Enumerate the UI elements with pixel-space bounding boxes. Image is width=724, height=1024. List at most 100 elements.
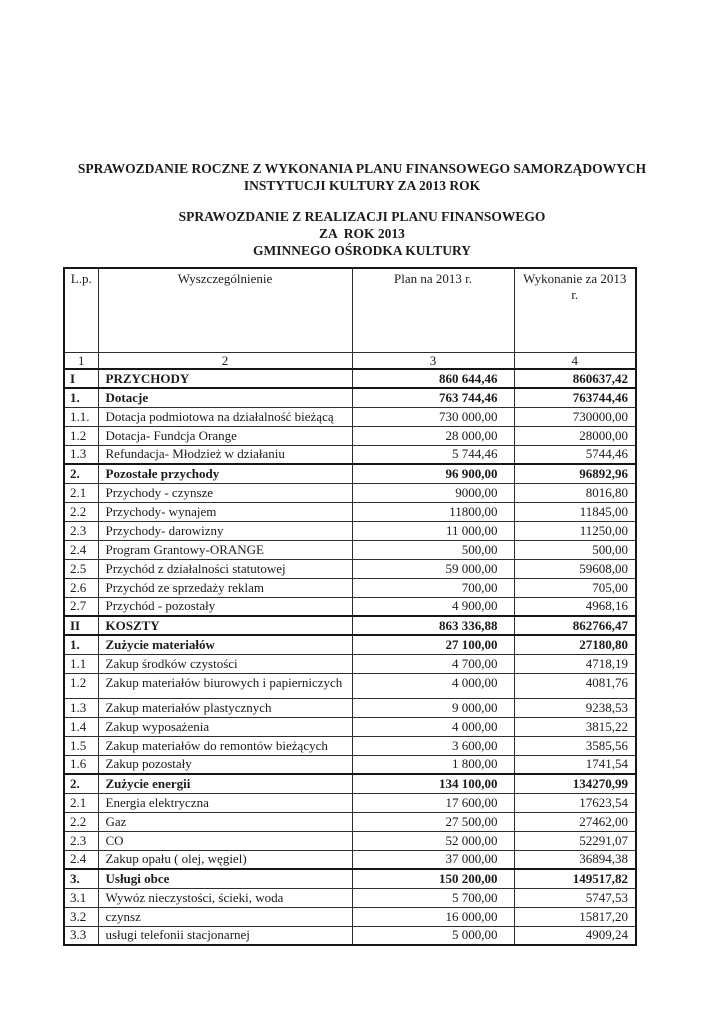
cell-name: Zużycie materiałów bbox=[97, 634, 353, 655]
table-row: 2.6 Przychód ze sprzedaży reklam 700,00 705… bbox=[63, 577, 637, 598]
cell-wykonanie: 1741,54 bbox=[513, 754, 637, 775]
cell-wykonanie: 5744,46 bbox=[513, 444, 637, 465]
cell-name: Przychody- wynajem bbox=[97, 501, 353, 522]
table-row: 1. Dotacje 763 744,46 763744,46 bbox=[63, 387, 637, 408]
cell-wykonanie: 4968,16 bbox=[513, 596, 637, 617]
cell-lp: 2.3 bbox=[63, 520, 99, 541]
cell-wykonanie: 11250,00 bbox=[513, 520, 637, 541]
table-row: 1.6 Zakup pozostały 1 800,00 1741,54 bbox=[63, 754, 637, 775]
table-row: 2.2 Przychody- wynajem 11800,00 11845,00 bbox=[63, 501, 637, 522]
cell-lp: 2.3 bbox=[63, 830, 99, 851]
table-header: L.p. Wyszczególnienie Plan na 2013 r. Wy… bbox=[63, 267, 637, 353]
cell-name: Program Grantowy-ORANGE bbox=[97, 539, 353, 560]
table-row: 2.5 Przychód z działalności statutowej 59 … bbox=[63, 558, 637, 579]
cell-plan: 9 000,00 bbox=[351, 697, 515, 718]
cell-lp: 1.1 bbox=[63, 653, 99, 674]
cell-wykonanie: 17623,54 bbox=[513, 792, 637, 813]
cell-plan: 5 744,46 bbox=[351, 444, 515, 465]
table-header-row: L.p. Wyszczególnienie Plan na 2013 r. Wy… bbox=[63, 267, 637, 353]
cell-lp: 1.6 bbox=[63, 754, 99, 775]
column-number: 4 bbox=[513, 351, 637, 370]
cell-wykonanie: 763744,46 bbox=[513, 387, 637, 408]
cell-name: Pozostałe przychody bbox=[97, 463, 353, 484]
report-subtitle-line1: SPRAWOZDANIE Z REALIZACJI PLANU FINANSOW… bbox=[178, 209, 546, 224]
cell-lp: 2.4 bbox=[63, 849, 99, 870]
cell-plan: 27 500,00 bbox=[351, 811, 515, 832]
cell-wykonanie: 27180,80 bbox=[513, 634, 637, 655]
cell-plan: 9000,00 bbox=[351, 482, 515, 503]
cell-wykonanie: 4909,24 bbox=[513, 925, 637, 946]
cell-plan: 27 100,00 bbox=[351, 634, 515, 655]
column-numbers-row: 1 2 3 4 bbox=[63, 351, 637, 370]
cell-lp: 3. bbox=[63, 868, 99, 889]
report-title-line1: SPRAWOZDANIE ROCZNE Z WYKONANIA PLANU FI… bbox=[77, 161, 647, 176]
table-row: 1.3 Refundacja- Młodzież w działaniu 5 744… bbox=[63, 444, 637, 465]
table-row: 2.1 Energia elektryczna 17 600,00 17623,54 bbox=[63, 792, 637, 813]
cell-lp: 2. bbox=[63, 773, 99, 794]
cell-name: Zakup opału ( olej, węgiel) bbox=[97, 849, 353, 870]
cell-plan: 763 744,46 bbox=[351, 387, 515, 408]
table-row: 2.2 Gaz 27 500,00 27462,00 bbox=[63, 811, 637, 832]
cell-lp: 3.2 bbox=[63, 906, 99, 927]
cell-wykonanie: 5747,53 bbox=[513, 887, 637, 908]
table-row: 3.2 czynsz 16 000,00 15817,20 bbox=[63, 906, 637, 927]
cell-name: Usługi obce bbox=[97, 868, 353, 889]
table-row: 2.1 Przychody - czynsze 9000,00 8016,80 bbox=[63, 482, 637, 503]
cell-lp: 1.3 bbox=[63, 697, 99, 718]
cell-plan: 1 800,00 bbox=[351, 754, 515, 775]
column-number: 3 bbox=[351, 351, 515, 370]
cell-name: Zakup materiałów biurowych i papierniczy… bbox=[97, 672, 353, 699]
table-row: 1.2 Dotacja- Fundcja Orange 28 000,00 28000… bbox=[63, 425, 637, 446]
cell-plan: 96 900,00 bbox=[351, 463, 515, 484]
cell-plan: 150 200,00 bbox=[351, 868, 515, 889]
table-row: 1.5 Zakup materiałów do remontów bieżącyc… bbox=[63, 735, 637, 756]
cell-wykonanie: 28000,00 bbox=[513, 425, 637, 446]
table-row: 2.4 Program Grantowy-ORANGE 500,00 500,00 bbox=[63, 539, 637, 560]
table-row: 2.3 CO 52 000,00 52291,07 bbox=[63, 830, 637, 851]
cell-lp: 1.2 bbox=[63, 425, 99, 446]
table-row: 1.1. Dotacja podmiotowa na działalność bi… bbox=[63, 406, 637, 427]
column-number: 1 bbox=[63, 351, 99, 370]
report-title-line2: INSTYTUCJI KULTURY ZA 2013 ROK bbox=[243, 178, 481, 193]
cell-name: Refundacja- Młodzież w działaniu bbox=[97, 444, 353, 465]
table-row: 2.3 Przychody- darowizny 11 000,00 11250,00 bbox=[63, 520, 637, 541]
financial-table: L.p. Wyszczególnienie Plan na 2013 r. Wy… bbox=[63, 267, 637, 946]
cell-wykonanie: 134270,99 bbox=[513, 773, 637, 794]
cell-wykonanie: 4718,19 bbox=[513, 653, 637, 674]
cell-plan: 863 336,88 bbox=[351, 615, 515, 636]
cell-lp: I bbox=[63, 368, 99, 389]
cell-plan: 11800,00 bbox=[351, 501, 515, 522]
cell-name: Przychód z działalności statutowej bbox=[97, 558, 353, 579]
cell-lp: 2.1 bbox=[63, 792, 99, 813]
cell-name: czynsz bbox=[97, 906, 353, 927]
cell-name: Przychód ze sprzedaży reklam bbox=[97, 577, 353, 598]
cell-name: Zakup materiałów do remontów bieżących bbox=[97, 735, 353, 756]
cell-wykonanie: 9238,53 bbox=[513, 697, 637, 718]
cell-wykonanie: 862766,47 bbox=[513, 615, 637, 636]
cell-wykonanie: 3585,56 bbox=[513, 735, 637, 756]
table-row: 2.7 Przychód - pozostały 4 900,00 4968,16 bbox=[63, 596, 637, 617]
cell-name: Dotacja podmiotowa na działalność bieżąc… bbox=[97, 406, 353, 427]
report-subtitle-line3: GMINNEGO OŚRODKA KULTURY bbox=[252, 243, 472, 258]
cell-plan: 16 000,00 bbox=[351, 906, 515, 927]
header-wykonanie: Wykonanie za 2013 r. bbox=[513, 267, 637, 353]
cell-plan: 3 600,00 bbox=[351, 735, 515, 756]
cell-wykonanie: 11845,00 bbox=[513, 501, 637, 522]
table-row: 1.2 Zakup materiałów biurowych i papierni… bbox=[63, 672, 637, 699]
cell-plan: 17 600,00 bbox=[351, 792, 515, 813]
cell-plan: 11 000,00 bbox=[351, 520, 515, 541]
cell-name: PRZYCHODY bbox=[97, 368, 353, 389]
cell-lp: 2.7 bbox=[63, 596, 99, 617]
table-row: 3.3 usługi telefonii stacjonarnej 5 000,00… bbox=[63, 925, 637, 946]
cell-plan: 52 000,00 bbox=[351, 830, 515, 851]
table-row: 3. Usługi obce 150 200,00 149517,82 bbox=[63, 868, 637, 889]
cell-name: Zakup wyposażenia bbox=[97, 716, 353, 737]
table-row: 2. Zużycie energii 134 100,00 134270,99 bbox=[63, 773, 637, 794]
table-row: 1. Zużycie materiałów 27 100,00 27180,80 bbox=[63, 634, 637, 655]
cell-wykonanie: 705,00 bbox=[513, 577, 637, 598]
cell-name: Zakup środków czystości bbox=[97, 653, 353, 674]
cell-name: Dotacje bbox=[97, 387, 353, 408]
table-row: 3.1 Wywóz nieczystości, ścieki, woda 5 700… bbox=[63, 887, 637, 908]
cell-name: KOSZTY bbox=[97, 615, 353, 636]
cell-plan: 4 900,00 bbox=[351, 596, 515, 617]
